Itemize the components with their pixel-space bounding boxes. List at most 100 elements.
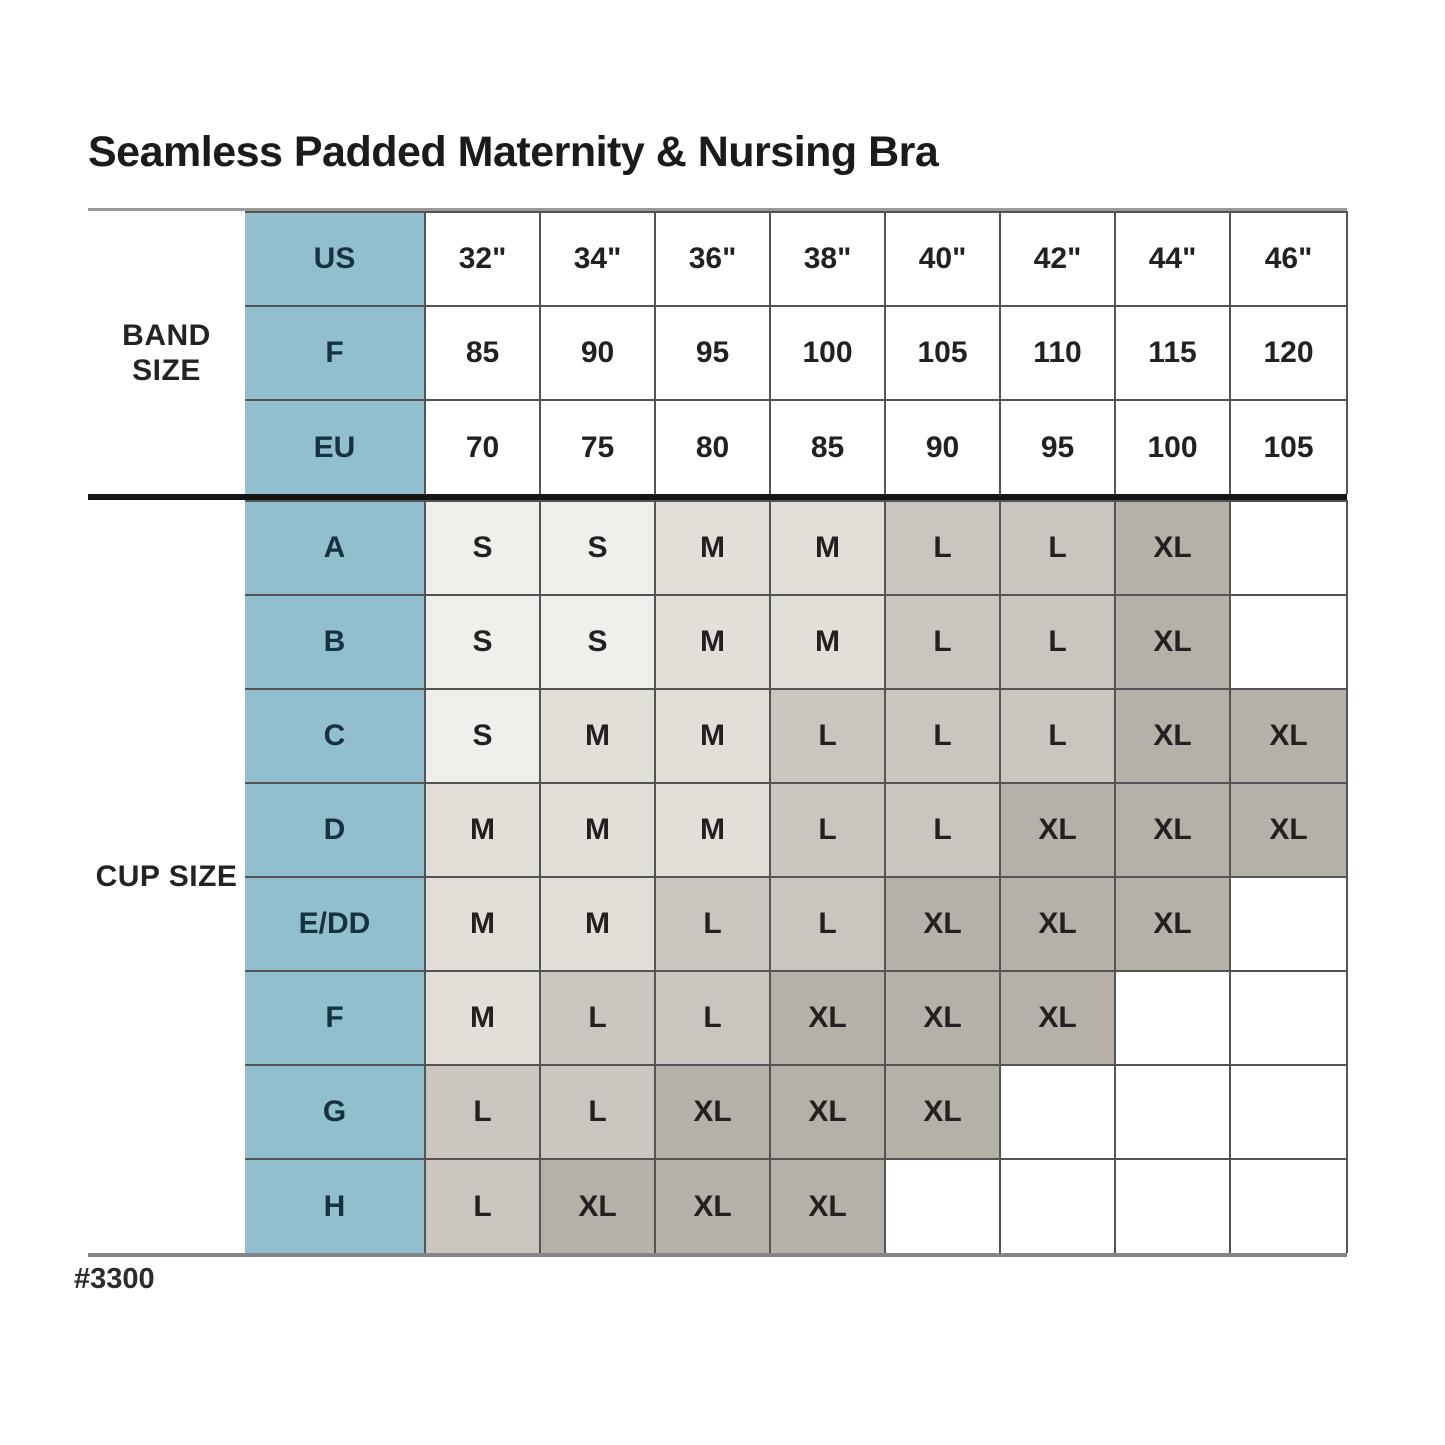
band-value-cell: 120 xyxy=(1229,305,1348,401)
row-label-d: D xyxy=(245,782,426,878)
size-cell: L xyxy=(769,782,886,878)
size-cell: XL xyxy=(1114,876,1231,972)
size-cell: M xyxy=(654,594,771,690)
table-row: D M M M L L XL XL XL xyxy=(88,782,1348,878)
size-cell: S xyxy=(539,594,656,690)
table-row: CUP SIZE A S S M M L L XL xyxy=(88,500,1348,1253)
band-value-cell: 70 xyxy=(424,399,541,494)
size-cell: M xyxy=(654,688,771,784)
table-row: G L L XL XL XL xyxy=(88,1064,1348,1160)
size-cell: L xyxy=(424,1064,541,1160)
band-value-cell: 36" xyxy=(654,211,771,307)
cup-size-group-label: CUP SIZE xyxy=(88,501,245,1253)
size-cell xyxy=(1229,500,1348,596)
band-value-cell: 90 xyxy=(539,305,656,401)
band-value-cell: 100 xyxy=(1114,399,1231,494)
size-cell xyxy=(1229,1158,1348,1253)
size-cell: L xyxy=(539,970,656,1066)
table-row: C S M M L L L XL XL xyxy=(88,688,1348,784)
row-label-e-dd: E/DD xyxy=(245,876,426,972)
size-cell: L xyxy=(999,594,1116,690)
size-cell: M xyxy=(424,782,541,878)
table-row: F M L L XL XL XL xyxy=(88,970,1348,1066)
size-cell: XL xyxy=(884,1064,1001,1160)
size-cell xyxy=(1229,1064,1348,1160)
band-value-cell: 34" xyxy=(539,211,656,307)
size-cell: S xyxy=(424,688,541,784)
band-size-table: BAND SIZE US 32" 34" 36" 38" 40" 42" 44" 46" F 85 90… xyxy=(88,211,1348,494)
band-value-cell: 95 xyxy=(654,305,771,401)
table-row: EU 70 75 80 85 90 95 100 105 xyxy=(88,399,1348,494)
band-value-cell: 90 xyxy=(884,399,1001,494)
row-label-b: B xyxy=(245,594,426,690)
size-cell: XL xyxy=(769,1158,886,1253)
size-cell: L xyxy=(654,970,771,1066)
size-cell: XL xyxy=(1114,688,1231,784)
band-value-cell: 40" xyxy=(884,211,1001,307)
size-cell: XL xyxy=(654,1064,771,1160)
size-cell: XL xyxy=(999,876,1116,972)
band-value-cell: 32" xyxy=(424,211,541,307)
product-code: #3300 xyxy=(74,1263,155,1295)
size-cell: XL xyxy=(1114,594,1231,690)
row-label-eu: EU xyxy=(245,399,426,494)
size-cell xyxy=(1229,594,1348,690)
table-row: H L XL XL XL xyxy=(88,1158,1348,1253)
size-cell: S xyxy=(424,594,541,690)
band-value-cell: 100 xyxy=(769,305,886,401)
size-cell: XL xyxy=(769,970,886,1066)
band-value-cell: 44" xyxy=(1114,211,1231,307)
size-cell: L xyxy=(424,1158,541,1253)
size-cell: M xyxy=(654,782,771,878)
band-value-cell: 38" xyxy=(769,211,886,307)
size-cell: L xyxy=(999,500,1116,596)
size-cell: L xyxy=(884,594,1001,690)
size-cell: L xyxy=(539,1064,656,1160)
band-value-cell: 105 xyxy=(884,305,1001,401)
size-cell: M xyxy=(539,782,656,878)
band-value-cell: 85 xyxy=(424,305,541,401)
size-cell: M xyxy=(769,594,886,690)
row-label-h: H xyxy=(245,1158,426,1253)
size-cell xyxy=(999,1158,1116,1253)
band-value-cell: 42" xyxy=(999,211,1116,307)
size-cell: XL xyxy=(539,1158,656,1253)
size-cell: M xyxy=(539,876,656,972)
size-cell: XL xyxy=(654,1158,771,1253)
size-cell: M xyxy=(769,500,886,596)
size-cell: S xyxy=(424,500,541,596)
row-label-a: A xyxy=(245,500,426,596)
size-cell: L xyxy=(884,500,1001,596)
size-cell: L xyxy=(769,876,886,972)
size-cell xyxy=(884,1158,1001,1253)
size-cell xyxy=(1114,1158,1231,1253)
table-row: F 85 90 95 100 105 110 115 120 xyxy=(88,305,1348,401)
size-cell: L xyxy=(884,688,1001,784)
size-cell xyxy=(1229,970,1348,1066)
size-cell: M xyxy=(424,876,541,972)
size-cell: XL xyxy=(884,970,1001,1066)
size-cell: M xyxy=(424,970,541,1066)
band-value-cell: 95 xyxy=(999,399,1116,494)
band-value-cell: 46" xyxy=(1229,211,1348,307)
row-label-c: C xyxy=(245,688,426,784)
size-cell: XL xyxy=(999,970,1116,1066)
size-cell: M xyxy=(654,500,771,596)
size-cell: L xyxy=(884,782,1001,878)
size-cell: XL xyxy=(1229,782,1348,878)
row-label-us: US xyxy=(245,211,426,307)
size-cell: M xyxy=(539,688,656,784)
size-cell xyxy=(1229,876,1348,972)
band-value-cell: 75 xyxy=(539,399,656,494)
band-size-group-label: BAND SIZE xyxy=(88,212,245,494)
size-cell: L xyxy=(999,688,1116,784)
table-row: BAND SIZE US 32" 34" 36" 38" 40" 42" 44" 46" xyxy=(88,211,1348,494)
size-cell: L xyxy=(769,688,886,784)
row-label-f: F xyxy=(245,970,426,1066)
size-cell xyxy=(1114,970,1231,1066)
page-title: Seamless Padded Maternity & Nursing Bra xyxy=(88,128,939,176)
band-value-cell: 80 xyxy=(654,399,771,494)
cup-size-table: CUP SIZE A S S M M L L XL B S S M M L L XL C S M M L L L XL XL D M M… xyxy=(88,500,1348,1253)
table-row: E/DD M M L L XL XL XL xyxy=(88,876,1348,972)
table-row: B S S M M L L XL xyxy=(88,594,1348,690)
